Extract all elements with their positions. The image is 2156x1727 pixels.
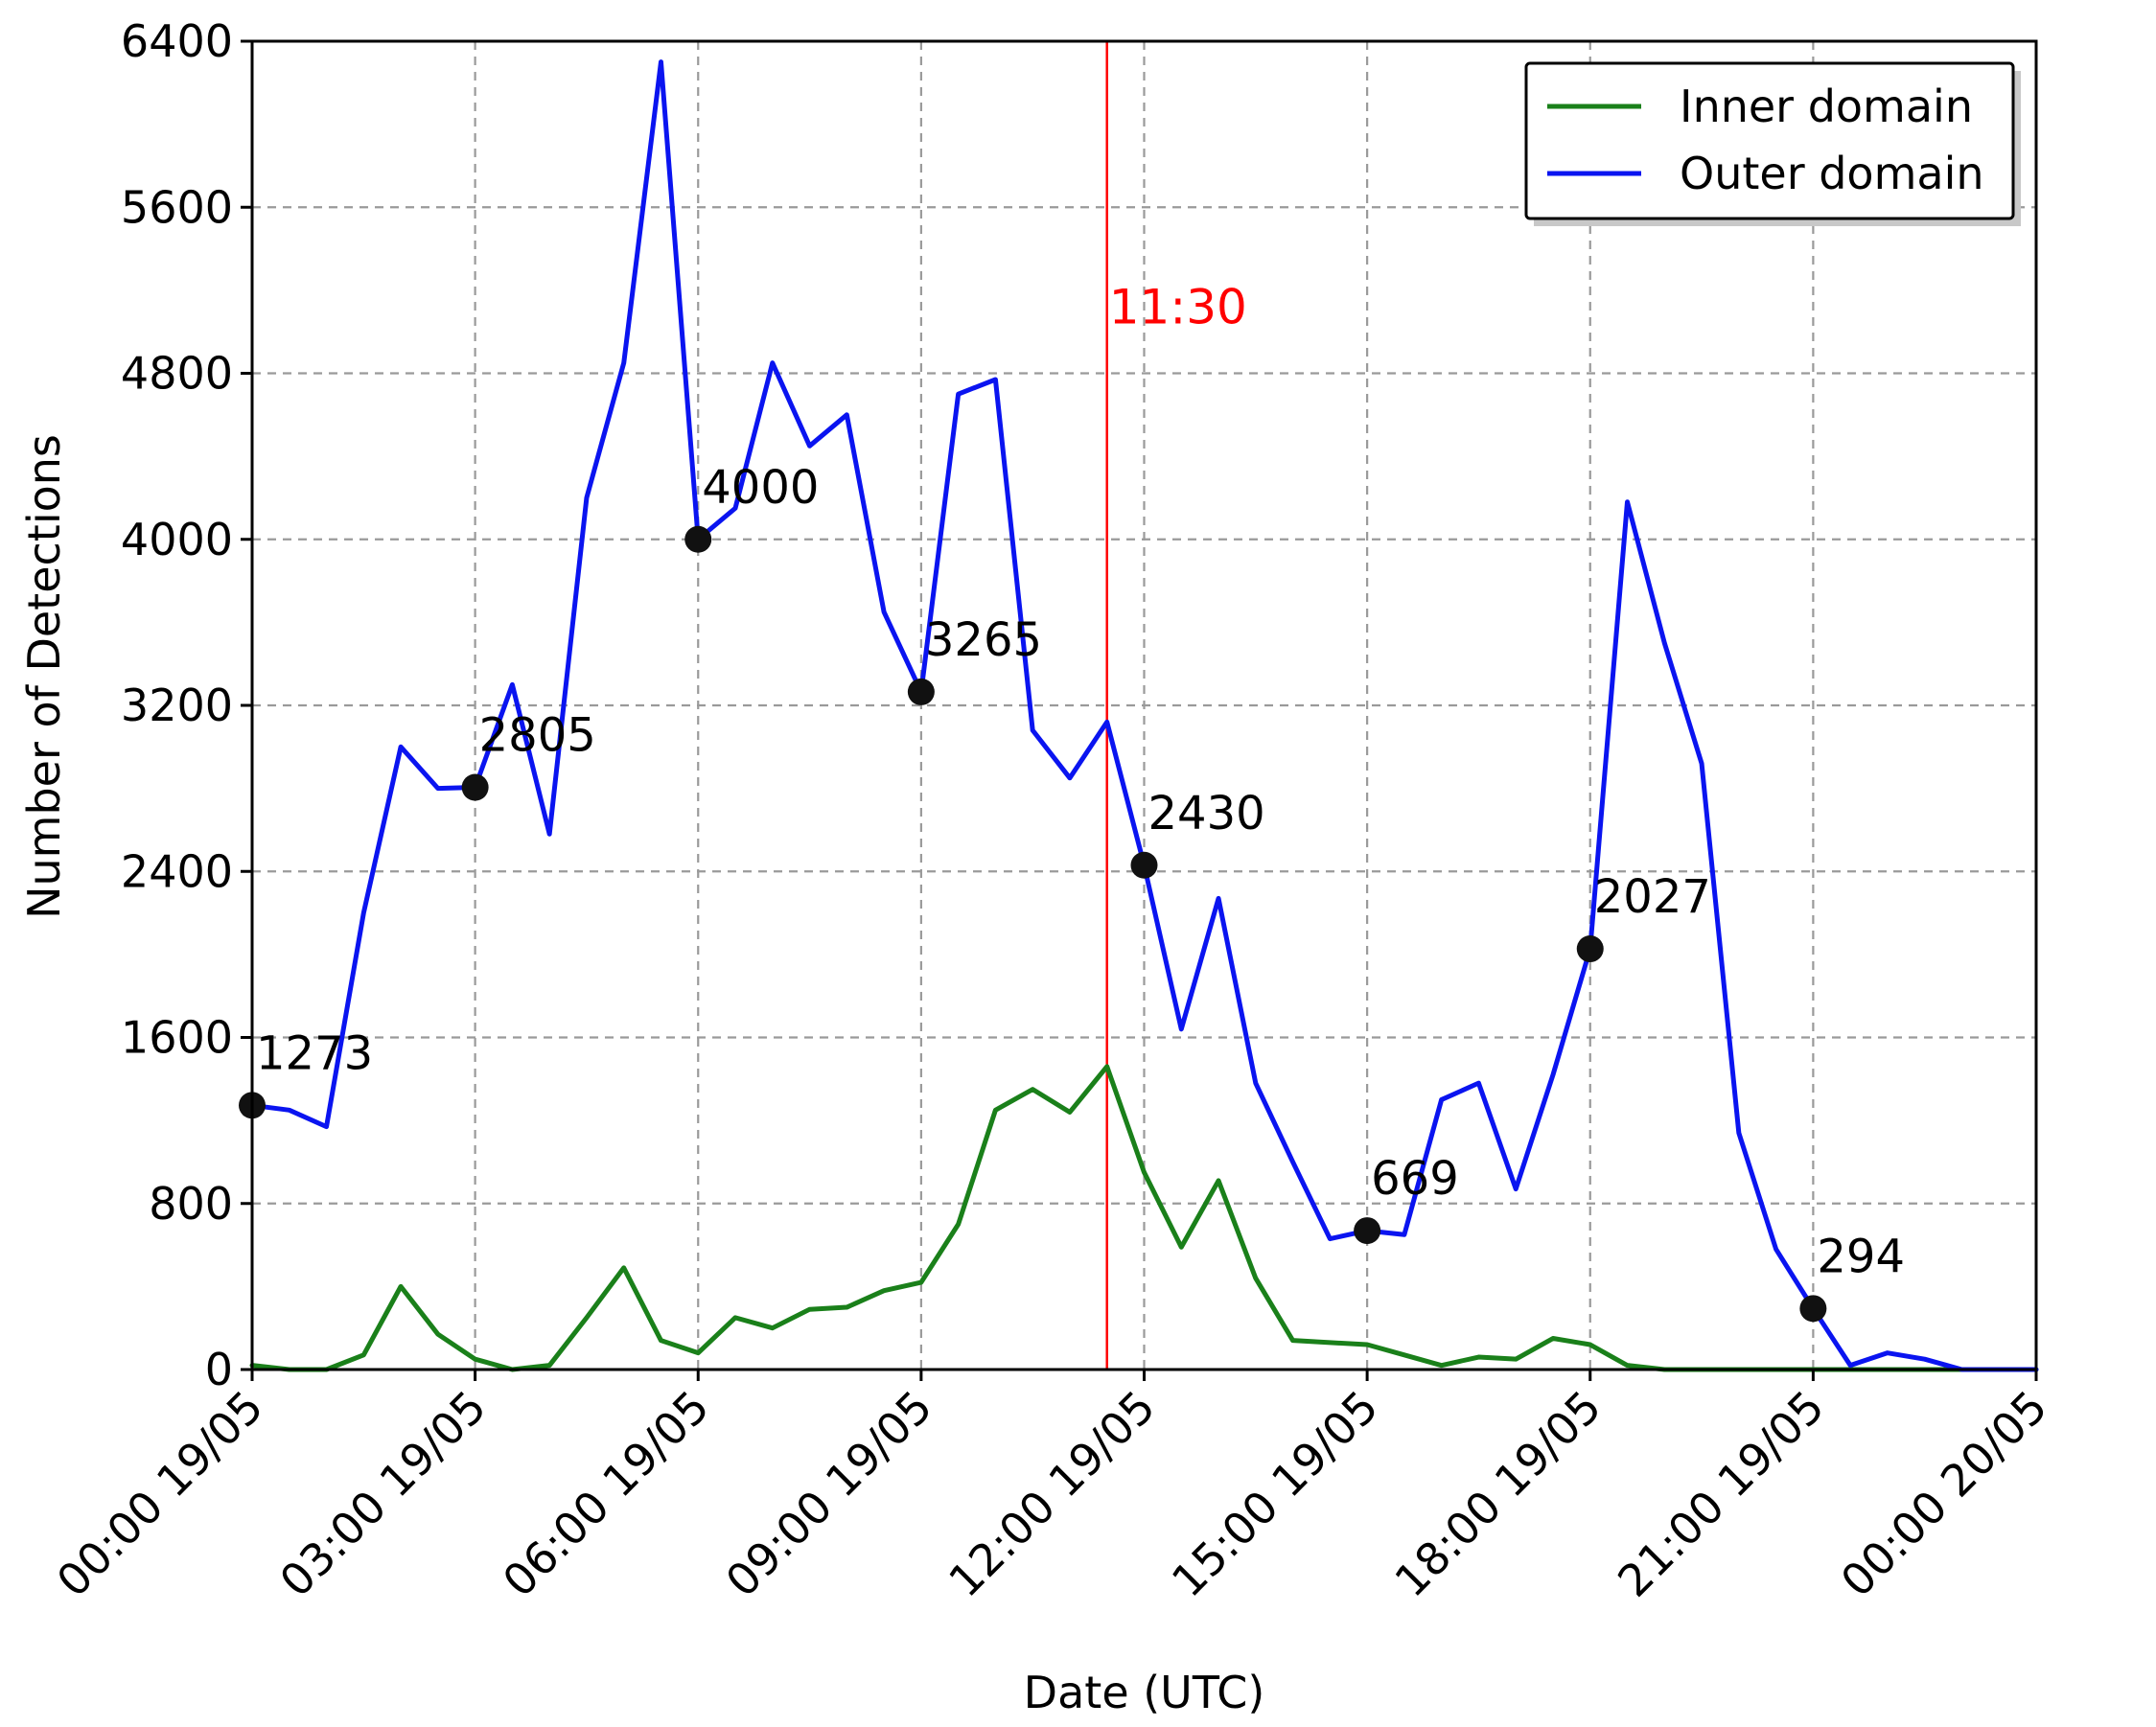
- y-tick-label: 4800: [121, 348, 233, 400]
- x-tick-label: 18:00 19/05: [1385, 1381, 1611, 1607]
- y-tick-label: 3200: [121, 679, 233, 731]
- annotated-point-marker: [1576, 935, 1604, 963]
- y-tick-label: 2400: [121, 845, 233, 897]
- annotated-point-label: 669: [1371, 1152, 1459, 1206]
- y-tick-label: 1600: [121, 1012, 233, 1064]
- y-tick-label: 6400: [121, 15, 233, 67]
- x-axis-title: Date (UTC): [1024, 1667, 1265, 1718]
- x-tick-label: 03:00 19/05: [269, 1381, 496, 1607]
- annotated-points: 1273 2805 4000 3265 2430 669 2027 294: [239, 461, 1905, 1323]
- y-tick-label: 800: [149, 1178, 233, 1230]
- annotated-point-label: 3265: [925, 613, 1042, 667]
- x-tick-label: 00:00 19/05: [47, 1381, 273, 1607]
- annotated-point-marker: [1130, 851, 1158, 879]
- x-tick-label: 21:00 19/05: [1608, 1381, 1834, 1607]
- legend-entry-label: Inner domain: [1680, 81, 1973, 132]
- legend: Inner domain Outer domain: [1524, 61, 2021, 226]
- legend-box: [1524, 61, 2015, 220]
- annotated-point-label: 2430: [1148, 787, 1265, 840]
- x-tick-label: 09:00 19/05: [716, 1381, 942, 1607]
- annotated-point-label: 2805: [479, 709, 596, 763]
- annotated-point-label: 294: [1817, 1230, 1905, 1283]
- annotated-point-label: 1273: [256, 1026, 373, 1080]
- legend-entry-label: Outer domain: [1680, 148, 1984, 199]
- x-tick-label: 06:00 19/05: [493, 1381, 719, 1607]
- annotated-point-marker: [907, 678, 935, 705]
- annotated-point-marker: [1354, 1217, 1381, 1245]
- annotated-point-label: 4000: [702, 461, 819, 515]
- y-axis-title: Number of Detections: [18, 434, 70, 919]
- y-tick-label: 4000: [121, 514, 233, 565]
- series-line-inner-domain: [249, 1064, 2039, 1372]
- annotated-point-marker: [684, 525, 712, 553]
- annotated-point-label: 2027: [1594, 870, 1711, 924]
- vertical-marker-label: 11:30: [1109, 280, 1247, 335]
- y-tick-label: 0: [205, 1344, 233, 1395]
- y-tick-label: 5600: [121, 181, 233, 233]
- x-tick-label: 12:00 19/05: [939, 1381, 1165, 1607]
- vertical-marker-group: 11:30: [1105, 41, 1247, 1370]
- x-tick-label: 00:00 20/05: [1831, 1381, 2057, 1607]
- annotated-point-marker: [461, 773, 489, 801]
- x-tick-label: 15:00 19/05: [1162, 1381, 1388, 1607]
- annotated-point-marker: [1799, 1295, 1827, 1323]
